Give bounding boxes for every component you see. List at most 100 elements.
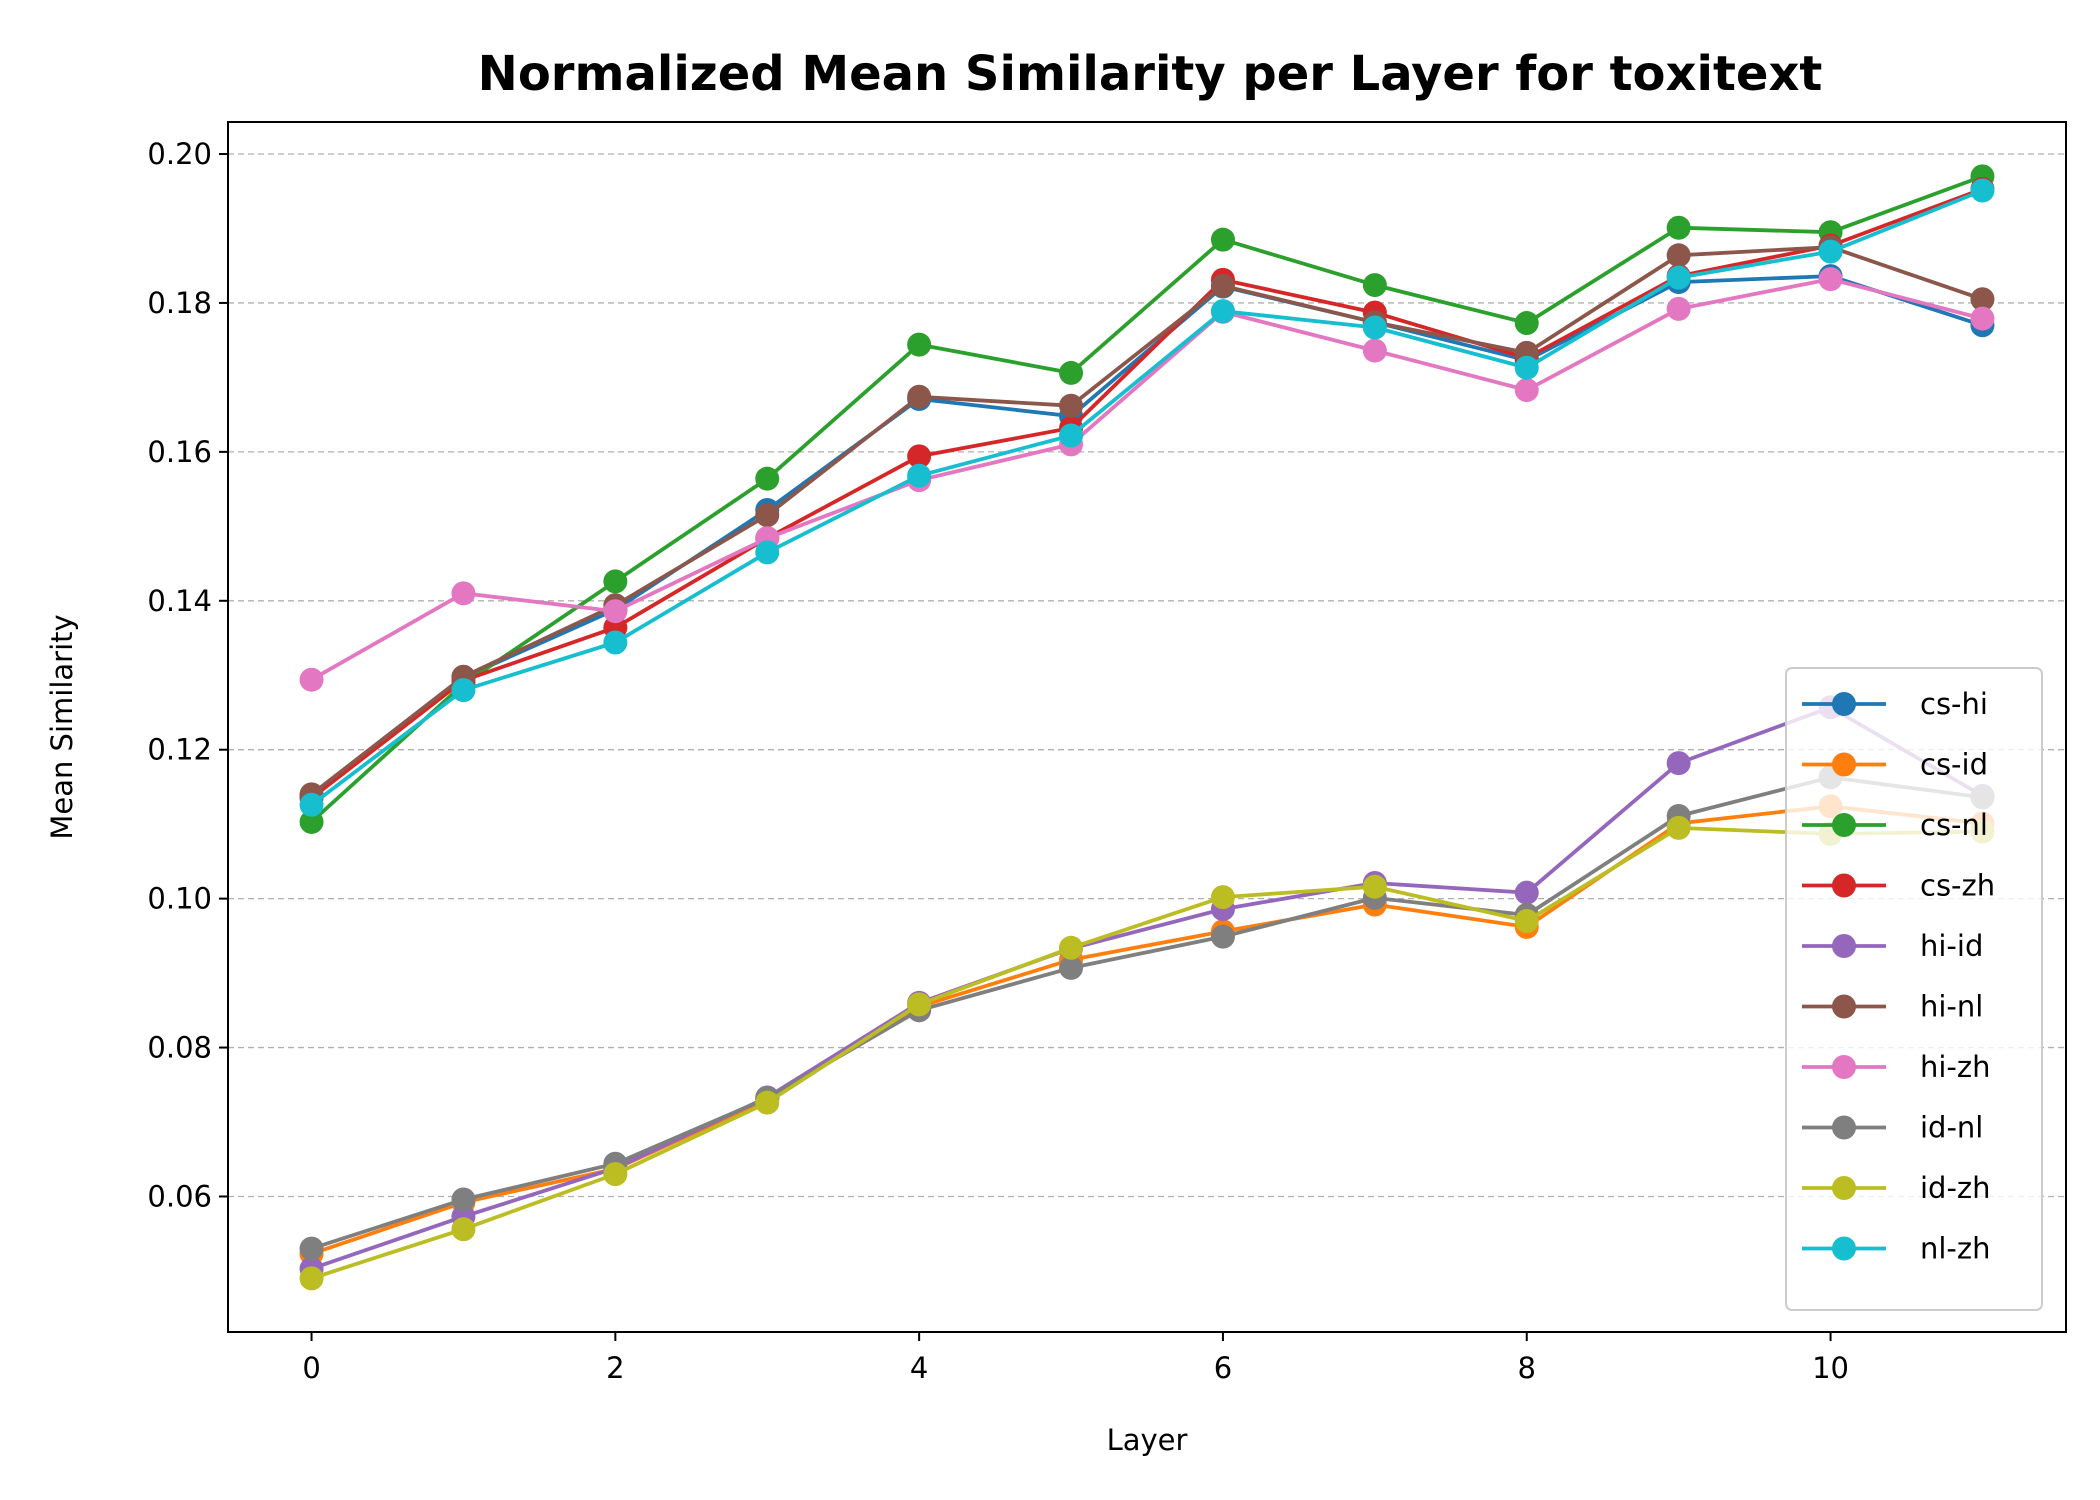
legend-item-cs-id: cs-id: [1802, 748, 1988, 782]
chart-title: Normalized Mean Similarity per Layer for…: [478, 46, 1823, 102]
legend-marker-nl-zh: [1832, 1236, 1856, 1261]
data-point-hi-id-8: [1514, 880, 1539, 905]
series-line-id-nl: [310, 775, 1983, 1251]
x-tick-label-0: 0: [302, 1351, 320, 1385]
data-point-cs-nl-3: [755, 466, 780, 491]
legend-label-cs-hi: cs-hi: [1920, 687, 1988, 721]
data-point-hi-zh-10: [1818, 267, 1843, 292]
legend-label-cs-nl: cs-nl: [1920, 808, 1988, 842]
data-point-id-nl-5: [1059, 955, 1084, 980]
data-point-nl-zh-11: [1970, 178, 1995, 203]
data-point-nl-zh-2: [603, 630, 628, 655]
x-tick-label-3: 6: [1214, 1351, 1232, 1385]
data-point-cs-nl-8: [1514, 311, 1539, 336]
y-tick-label-5: 0.16: [147, 435, 212, 469]
data-point-nl-zh-3: [755, 540, 780, 565]
data-point-nl-zh-7: [1362, 315, 1387, 340]
data-point-id-zh-0: [299, 1266, 324, 1291]
data-point-hi-nl-3: [755, 503, 780, 528]
legend-items: cs-hi cs-id cs-nl cs-zh hi-id hi-nl hi-zh id-nl…: [1802, 687, 1995, 1266]
legend-marker-cs-nl: [1832, 813, 1856, 837]
legend-label-cs-id: cs-id: [1920, 748, 1988, 782]
legend-marker-hi-id: [1832, 934, 1856, 958]
data-point-cs-nl-9: [1666, 215, 1691, 240]
legend-item-cs-nl: cs-nl: [1802, 808, 1988, 842]
data-point-cs-nl-5: [1059, 360, 1084, 385]
legend-label-id-zh: id-zh: [1920, 1171, 1991, 1205]
x-tick-label-2: 4: [910, 1351, 928, 1385]
series-id-zh: [299, 815, 1995, 1291]
series-line-id-zh: [310, 826, 1983, 1281]
data-point-id-nl-1: [451, 1187, 476, 1212]
series-line-hi-nl: [310, 245, 1984, 796]
y-tick-label-6: 0.18: [147, 286, 212, 320]
data-point-id-zh-6: [1210, 885, 1235, 910]
plot-series: [299, 164, 1995, 1291]
data-point-nl-zh-5: [1059, 423, 1084, 448]
data-point-id-zh-3: [755, 1090, 780, 1115]
data-point-nl-zh-6: [1210, 299, 1235, 324]
y-tick-label-3: 0.12: [147, 733, 212, 767]
y-tick-label-0: 0.06: [147, 1179, 212, 1213]
legend-marker-hi-zh: [1832, 1055, 1856, 1079]
data-point-cs-zh-4: [907, 444, 932, 469]
legend-label-hi-nl: hi-nl: [1920, 990, 1983, 1024]
data-point-hi-id-9: [1666, 751, 1691, 776]
x-tick-label-4: 8: [1518, 1351, 1536, 1385]
data-point-id-nl-0: [299, 1236, 324, 1261]
data-point-hi-zh-7: [1362, 338, 1387, 363]
legend-marker-cs-zh: [1832, 873, 1856, 898]
y-axis-label: Mean Similarity: [45, 614, 79, 839]
legend-label-nl-zh: nl-zh: [1920, 1232, 1991, 1266]
legend-item-id-zh: id-zh: [1802, 1171, 1991, 1205]
legend-marker-id-nl: [1832, 1115, 1856, 1140]
x-axis-label: Layer: [1107, 1423, 1188, 1457]
data-point-nl-zh-0: [299, 792, 324, 817]
legend-marker-cs-id: [1832, 752, 1856, 777]
data-point-hi-nl-5: [1059, 393, 1084, 418]
legend-item-cs-zh: cs-zh: [1802, 869, 1995, 903]
y-tick-label-4: 0.14: [147, 584, 212, 618]
legend-item-cs-hi: cs-hi: [1802, 687, 1988, 721]
y-tick-label-7: 0.20: [147, 137, 212, 171]
data-point-nl-zh-9: [1666, 265, 1691, 290]
x-tick-label-5: 10: [1812, 1351, 1849, 1385]
data-point-hi-nl-11: [1970, 287, 1995, 312]
y-tick-label-2: 0.10: [147, 882, 212, 916]
legend-item-hi-nl: hi-nl: [1802, 990, 1983, 1024]
legend-item-hi-id: hi-id: [1802, 929, 1983, 963]
plot-frame: [227, 121, 2067, 1333]
legend-item-nl-zh: nl-zh: [1802, 1232, 1991, 1266]
data-point-hi-zh-2: [603, 599, 628, 624]
legend-label-id-nl: id-nl: [1920, 1111, 1983, 1145]
y-tick-label-1: 0.08: [147, 1031, 212, 1065]
data-point-cs-nl-4: [907, 332, 932, 357]
series-nl-zh: [299, 178, 1995, 817]
data-point-id-zh-5: [1059, 935, 1084, 960]
data-point-id-zh-7: [1362, 874, 1387, 899]
data-point-hi-zh-11: [1970, 306, 1995, 331]
legend-label-hi-id: hi-id: [1920, 929, 1983, 963]
data-point-hi-zh-1: [451, 581, 476, 606]
grid-lines: [228, 153, 2066, 1198]
legend-marker-cs-hi: [1832, 692, 1856, 716]
legend: cs-hi cs-id cs-nl cs-zh hi-id hi-nl hi-zh id-nl…: [1785, 667, 2043, 1311]
data-point-cs-nl-7: [1362, 273, 1387, 298]
data-point-id-zh-9: [1666, 815, 1691, 840]
series-line-cs-nl: [310, 174, 1984, 824]
legend-marker-id-zh: [1832, 1176, 1856, 1200]
legend-item-hi-zh: hi-zh: [1802, 1050, 1991, 1084]
data-point-id-zh-4: [907, 992, 932, 1017]
data-point-cs-nl-0: [299, 809, 324, 834]
data-point-cs-nl-2: [603, 569, 628, 594]
x-tick-label-1: 2: [606, 1351, 624, 1385]
legend-label-cs-zh: cs-zh: [1920, 869, 1995, 903]
data-point-hi-zh-0: [299, 667, 324, 692]
y-axis-ticks: 0.06 0.08 0.10 0.12 0.14 0.16 0.18 0.20: [147, 137, 228, 1213]
series-line-cs-zh: [310, 187, 1984, 800]
data-point-nl-zh-8: [1514, 355, 1539, 380]
data-point-id-zh-1: [451, 1217, 476, 1242]
x-axis-ticks: 0 2 4 6 8 10: [302, 1332, 1849, 1385]
series-line-hi-id: [310, 705, 1984, 1271]
data-point-id-zh-2: [603, 1162, 628, 1187]
